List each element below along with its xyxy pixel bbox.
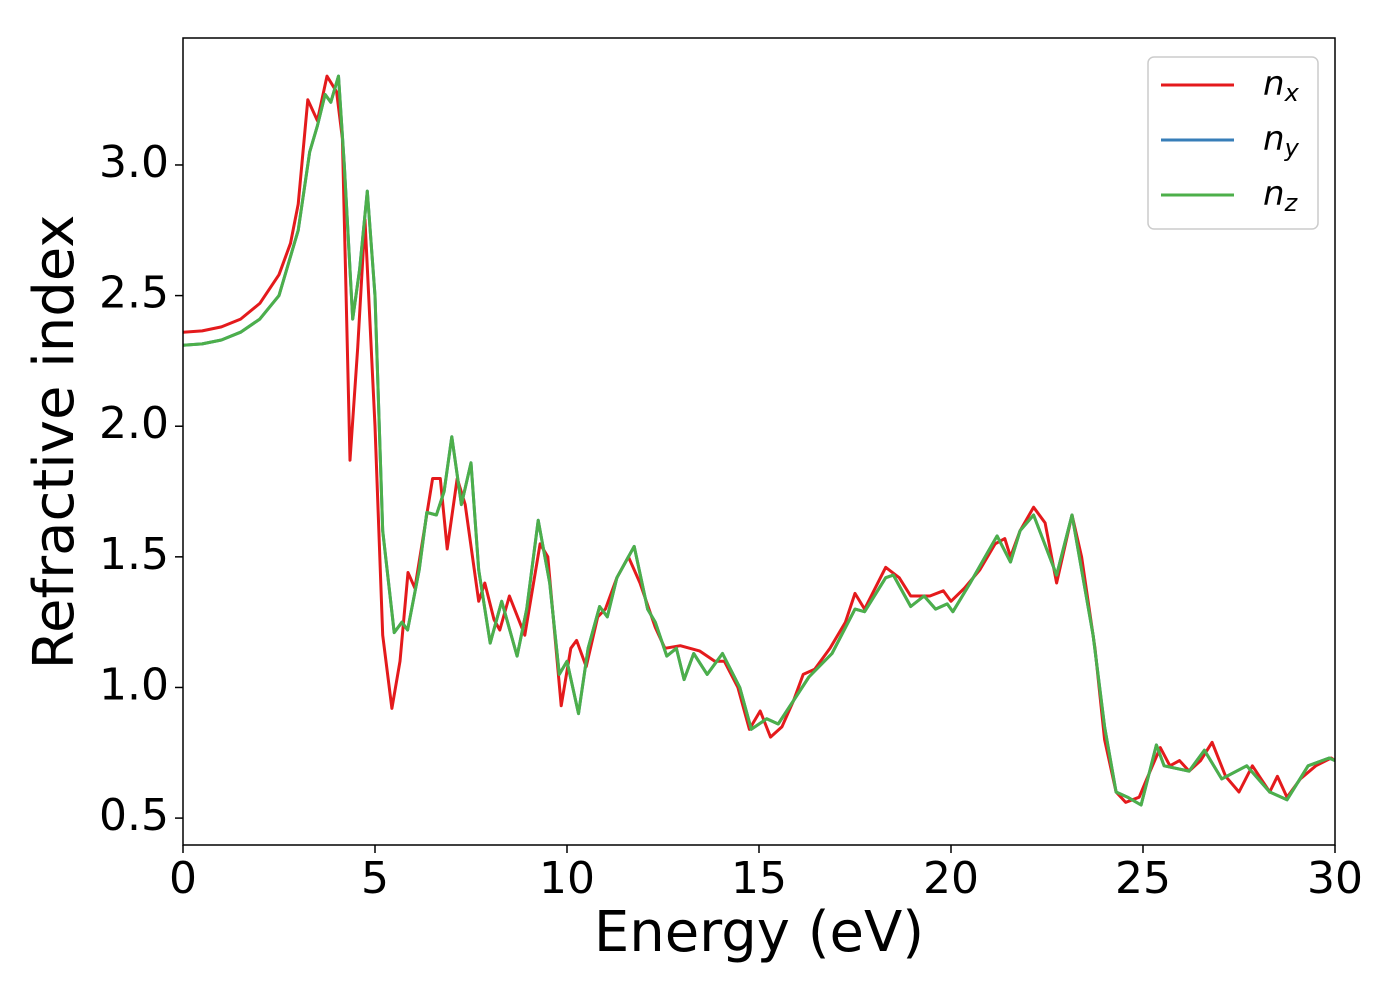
x-tick-label: 0 — [169, 853, 197, 904]
x-tick-label: 10 — [539, 853, 595, 904]
series-line — [183, 74, 1335, 807]
legend-sub: y — [1284, 134, 1300, 162]
y-tick-label: 3.0 — [99, 137, 169, 188]
x-tick-label: 30 — [1307, 853, 1363, 904]
y-tick-label: 1.0 — [99, 659, 169, 710]
y-tick-label: 2.0 — [99, 398, 169, 449]
series-line — [183, 74, 1335, 804]
y-tick-label: 0.5 — [99, 790, 169, 841]
legend-sub: z — [1284, 189, 1299, 217]
x-axis-label: Energy (eV) — [594, 900, 924, 965]
legend-label: nz — [1263, 174, 1299, 218]
x-tick-label: 25 — [1115, 853, 1171, 904]
y-tick-label: 1.5 — [99, 529, 169, 580]
y-tick-label: 2.5 — [99, 268, 169, 319]
legend-label: ny — [1263, 119, 1300, 163]
legend-main: n — [1263, 174, 1285, 214]
legend-box — [1147, 56, 1319, 230]
x-tick-label: 20 — [923, 853, 979, 904]
x-tick-label: 5 — [361, 853, 389, 904]
plot-frame — [182, 37, 1336, 846]
legend-sub: x — [1284, 79, 1300, 107]
legend-label: nx — [1263, 64, 1300, 108]
x-tick-label: 15 — [731, 853, 787, 904]
y-axis-label: Refractive index — [22, 215, 87, 670]
legend-main: n — [1263, 119, 1285, 159]
legend-main: n — [1263, 64, 1285, 104]
